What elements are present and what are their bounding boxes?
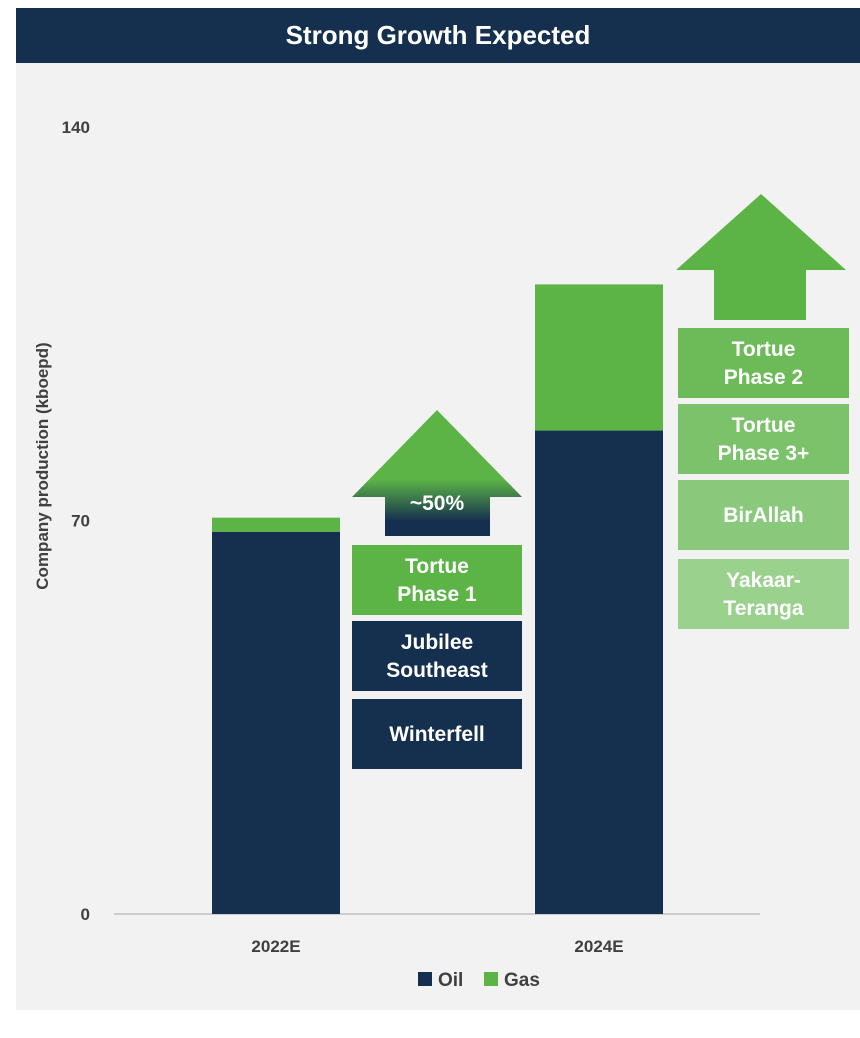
project-group-beyond-2024: Tortue Phase 2 Tortue Phase 3+ BirAllah Yakaa… xyxy=(678,328,849,629)
project-box xyxy=(678,404,849,474)
project-group-2022-2024: Tortue Phase 1 Jubilee Southeast Winterfell xyxy=(352,545,522,769)
y-tick-label: 70 xyxy=(71,512,90,531)
legend-swatch-oil xyxy=(418,972,432,986)
growth-arrow-1 xyxy=(352,410,522,536)
project-box xyxy=(678,328,849,398)
project-label: Winterfell xyxy=(389,723,484,746)
legend: Oil Gas xyxy=(418,970,540,991)
legend-label-gas: Gas xyxy=(504,970,540,991)
project-label: Phase 3+ xyxy=(718,442,810,465)
project-label: Jubilee xyxy=(401,631,473,654)
project-label: Southeast xyxy=(386,659,488,682)
bars xyxy=(212,284,663,914)
project-label: Tortue xyxy=(732,338,796,361)
y-ticks: 0 70 140 xyxy=(62,118,90,924)
chart-title: Strong Growth Expected xyxy=(16,8,860,63)
legend-swatch-gas xyxy=(484,972,498,986)
project-box xyxy=(352,699,522,769)
project-label: Yakaar- xyxy=(726,569,801,592)
bar-gas-2024E xyxy=(535,284,663,431)
bar-gas-2022E xyxy=(212,517,340,532)
x-tick-label: 2022E xyxy=(251,937,300,956)
y-tick-label: 0 xyxy=(81,905,90,924)
project-box xyxy=(678,480,849,550)
project-label: Phase 1 xyxy=(397,583,477,606)
project-box xyxy=(352,621,522,691)
y-axis-label: Company production (kboepd) xyxy=(33,342,52,589)
x-ticks: 2022E 2024E xyxy=(251,937,623,956)
project-label: Tortue xyxy=(405,555,469,578)
project-box xyxy=(678,559,849,629)
project-label: BirAllah xyxy=(723,504,804,527)
project-box xyxy=(352,545,522,615)
legend-label-oil: Oil xyxy=(438,970,463,991)
project-label: Tortue xyxy=(732,414,796,437)
growth-arrow-2 xyxy=(676,194,846,320)
project-label: Teranga xyxy=(723,597,803,620)
y-tick-label: 140 xyxy=(62,118,90,137)
growth-label: ~50% xyxy=(410,492,465,515)
bar-oil-2024E xyxy=(535,430,663,914)
x-tick-label: 2024E xyxy=(574,937,623,956)
bar-oil-2022E xyxy=(212,531,340,914)
project-label: Phase 2 xyxy=(724,366,803,389)
